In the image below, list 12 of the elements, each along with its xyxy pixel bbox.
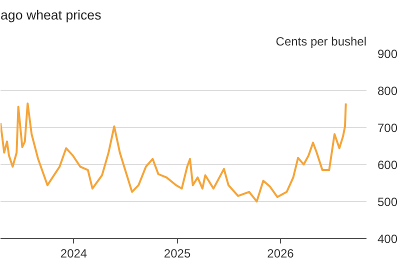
y-axis-title: Cents per bushel <box>276 34 367 48</box>
line-series <box>0 102 347 202</box>
y-tick-label: 600 <box>378 158 398 172</box>
x-tick-label: 2025 <box>164 246 191 260</box>
y-tick-label: 800 <box>378 84 398 98</box>
y-tick-label: 400 <box>378 232 398 246</box>
y-tick-label: 500 <box>378 195 398 209</box>
x-tick-label: 2026 <box>267 246 294 260</box>
y-tick-label: 700 <box>378 121 398 135</box>
chart-title: ago wheat prices <box>0 8 102 22</box>
y-tick-label: 900 <box>378 47 398 61</box>
x-tick-label: 2024 <box>60 246 88 260</box>
